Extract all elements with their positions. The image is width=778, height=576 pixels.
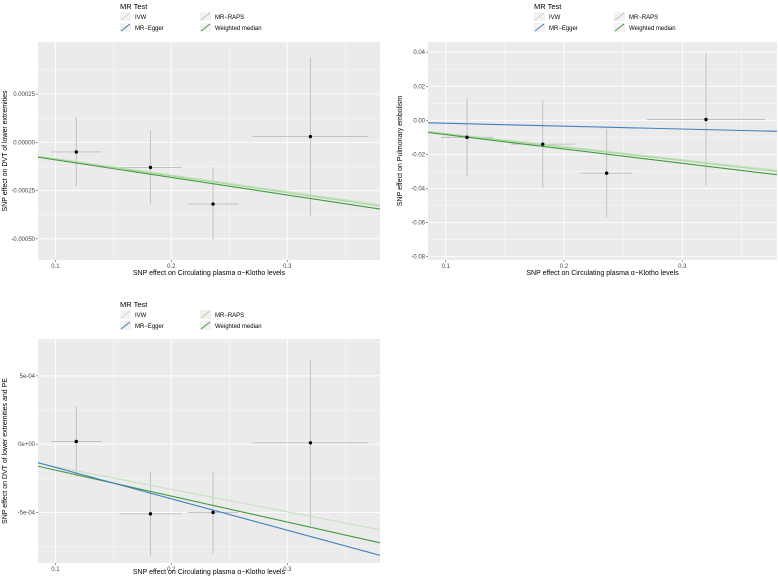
legend-key-mr-raps [614, 12, 625, 21]
data-point [604, 171, 609, 175]
y-tick-label: -0.04 [411, 186, 425, 192]
y-tick-label: 0.00025 [13, 92, 35, 98]
legend-key-ivw [120, 310, 131, 319]
legend-key-ivw [120, 12, 131, 21]
data-point [74, 439, 78, 444]
y-tick-label: 5e-04 [20, 374, 36, 380]
plot-area [38, 359, 380, 557]
legend-label: Weighted median [215, 324, 262, 330]
legend-key-mr-egger [120, 23, 131, 32]
y-tick-label: 0.00 [413, 118, 425, 124]
data-point [211, 202, 215, 206]
plot-area [428, 53, 777, 218]
legend-label: MR−Egger [549, 26, 578, 32]
legend: MR Test IVW MR−Egger MR−RAPS Weighted median [534, 2, 676, 32]
x-axis-title: SNP effect on Circulating plasma α−Kloth… [133, 569, 286, 576]
x-tick-label: 0.2 [560, 264, 569, 270]
legend-key-weighted-median [200, 321, 211, 330]
y-axis-title: SNP effect on DVT of lower extremities [2, 90, 9, 211]
y-tick-label: -5e-04 [18, 510, 36, 516]
legend-label: Weighted median [629, 26, 676, 32]
y-tick-label: -0.06 [411, 221, 425, 227]
data-point [211, 510, 215, 515]
y-tick-label: -0.08 [411, 255, 425, 261]
y-tick-label: 0.04 [413, 50, 425, 56]
regression-line-weighted-median [38, 156, 380, 210]
legend-title: MR Test [534, 2, 562, 11]
legend-key-mr-egger [120, 321, 131, 330]
y-tick-label: 0e+00 [18, 442, 36, 448]
x-tick-label: 0.3 [283, 264, 292, 270]
legend-label: MR−Egger [135, 26, 164, 32]
x-tick-label: 0.3 [283, 567, 292, 573]
data-point [308, 134, 313, 139]
data-point [148, 165, 153, 170]
legend-label: MR−RAPS [215, 313, 244, 319]
y-tick-label: 0.00000 [13, 140, 35, 146]
regression-line-mr-egger [38, 462, 380, 556]
plot-area [38, 57, 380, 241]
legend-label: MR−RAPS [629, 15, 658, 21]
legend-label: MR−Egger [135, 324, 164, 330]
x-tick-label: 0.1 [51, 264, 60, 270]
regression-line-ivw [38, 462, 380, 531]
regression-line-weighted-median [428, 131, 777, 176]
y-tick-label: -0.00025 [11, 189, 35, 195]
y-axis-title: SNP effect on Pulmonary embolism [397, 96, 404, 206]
x-axis-title: SNP effect on Circulating plasma α−Kloth… [526, 270, 679, 277]
data-point [465, 135, 469, 140]
regression-line-mr-raps [38, 156, 380, 207]
legend-label: MR−RAPS [215, 15, 244, 21]
legend: MR Test IVW MR−Egger MR−RAPS Weighted median [120, 2, 262, 32]
legend-key-ivw [534, 12, 545, 21]
regression-line-mr-raps [428, 131, 777, 173]
data-point [148, 512, 153, 516]
legend-label: Weighted median [215, 26, 262, 32]
legend-key-mr-raps [200, 310, 211, 319]
chart-panel-3: 0.1 0.2 0.3 -5e-04 0e+00 5e-04 SNP effect on C… [2, 300, 380, 576]
legend-label: IVW [135, 15, 147, 21]
chart-panel-1: 0.1 0.2 0.3 -0.00050 -0.00025 0.00000 0.00025 S… [2, 2, 380, 277]
x-axis-title: SNP effect on Circulating plasma α−Kloth… [133, 270, 286, 277]
legend-label: IVW [549, 15, 561, 21]
x-tick-label: 0.1 [51, 567, 60, 573]
chart-panel-2: 0.1 0.2 0.3 -0.08 -0.06 -0.04 -0.02 0.00 0.02 0.0… [397, 2, 777, 277]
legend-label: IVW [135, 313, 147, 319]
x-tick-label: 0.1 [442, 264, 451, 270]
x-tick-label: 0.2 [167, 264, 176, 270]
data-point [74, 150, 78, 154]
data-point [541, 142, 545, 146]
legend-title: MR Test [120, 2, 148, 11]
y-tick-label: -0.02 [411, 152, 425, 158]
panel-background [38, 339, 380, 563]
x-tick-label: 0.2 [167, 567, 176, 573]
regression-line-mr-egger [428, 122, 777, 132]
legend-key-mr-raps [200, 12, 211, 21]
legend: MR Test IVW MR−Egger MR−RAPS Weighted median [120, 300, 262, 330]
x-tick-label: 0.3 [678, 264, 687, 270]
y-tick-label: 0.02 [413, 84, 425, 90]
panel-background [38, 42, 380, 260]
y-axis-title: SNP effect on DVT of lower extremities a… [2, 378, 9, 524]
y-tick-label: -0.00050 [11, 237, 35, 243]
legend-title: MR Test [120, 300, 148, 309]
regression-line-weighted-median [38, 465, 380, 544]
data-point [704, 117, 708, 122]
legend-key-mr-egger [534, 23, 545, 32]
legend-key-weighted-median [614, 23, 625, 32]
data-point [308, 441, 313, 445]
legend-key-weighted-median [200, 23, 211, 32]
